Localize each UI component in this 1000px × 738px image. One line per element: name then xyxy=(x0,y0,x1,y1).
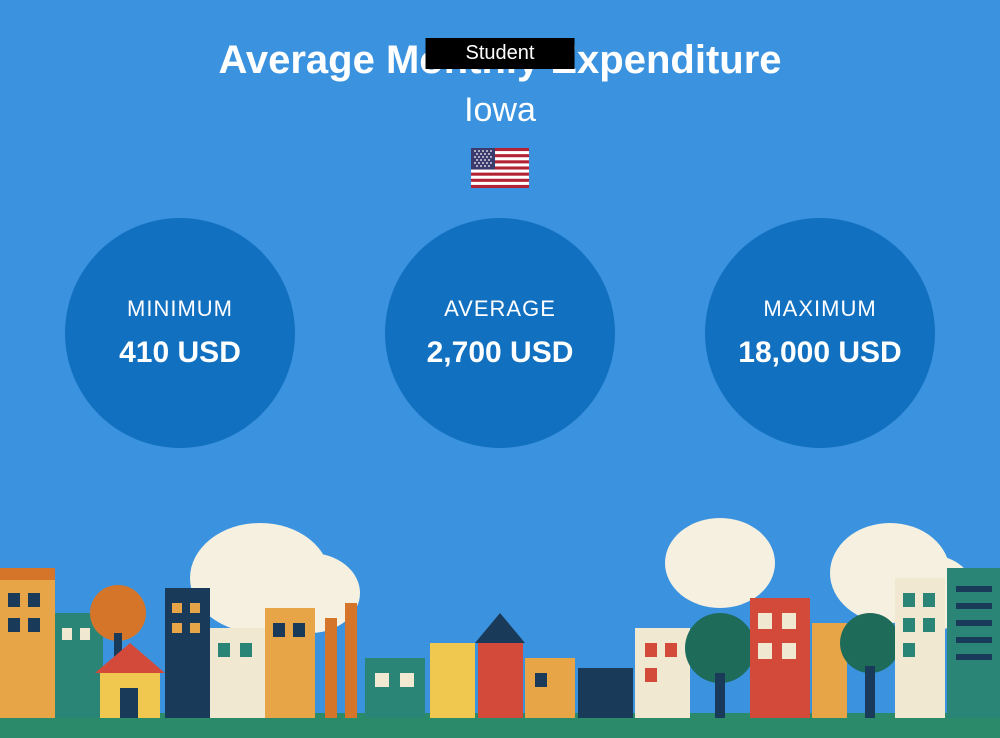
stat-label: MAXIMUM xyxy=(763,296,876,322)
category-badge: Student xyxy=(426,38,575,69)
stat-average: AVERAGE 2,700 USD xyxy=(385,218,615,448)
us-flag-icon xyxy=(471,148,529,188)
stat-label: MINIMUM xyxy=(127,296,233,322)
stat-value: 18,000 USD xyxy=(738,336,901,370)
stat-value: 410 USD xyxy=(119,336,241,370)
stat-label: AVERAGE xyxy=(444,296,556,322)
stat-value: 2,700 USD xyxy=(427,336,574,370)
stat-maximum: MAXIMUM 18,000 USD xyxy=(705,218,935,448)
stat-minimum: MINIMUM 410 USD xyxy=(65,218,295,448)
cityscape-illustration xyxy=(0,518,1000,738)
location-subtitle: Iowa xyxy=(0,91,1000,130)
stats-row: MINIMUM 410 USD AVERAGE 2,700 USD MAXIMU… xyxy=(0,218,1000,448)
